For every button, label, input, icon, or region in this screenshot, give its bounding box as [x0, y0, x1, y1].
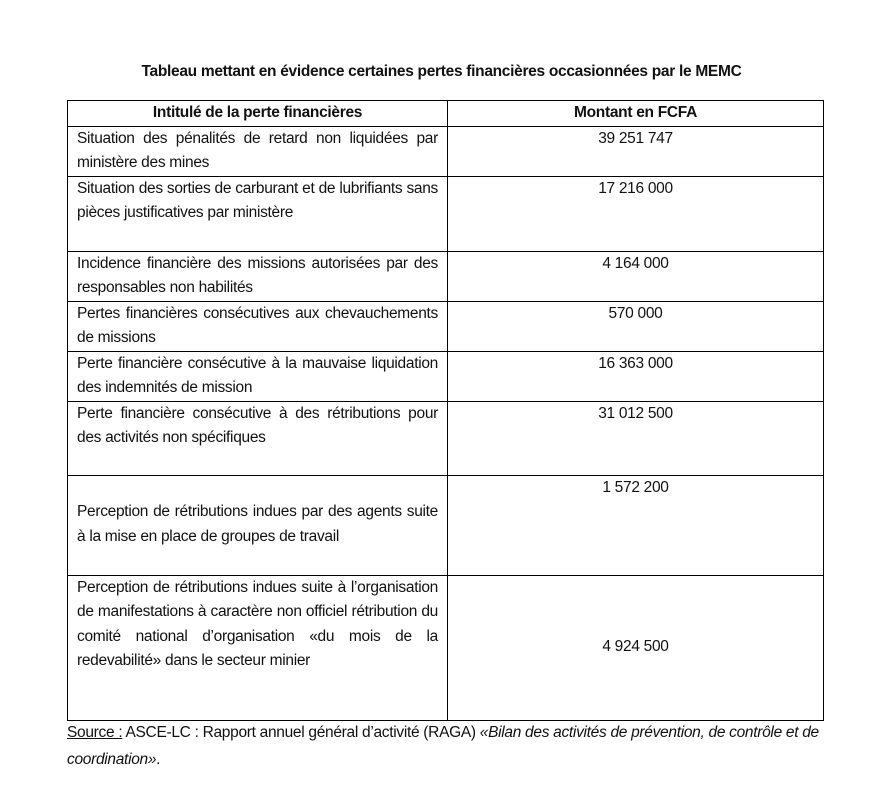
table-row: Perte financière consécutive à des rétri…	[67, 400, 824, 476]
source-note: Source : ASCE-LC : Rapport annuel généra…	[67, 719, 837, 773]
row-label: Situation des sorties de carburant et de…	[67, 175, 448, 252]
source-title: «Bilan des activités de prévention, de c…	[67, 724, 819, 768]
row-amount: 4 924 500	[447, 574, 824, 721]
row-label: Situation des pénalités de retard non li…	[67, 125, 448, 177]
source-label: Source :	[67, 724, 123, 741]
source-end: .	[156, 751, 161, 768]
header-amount: Montant en FCFA	[447, 100, 824, 127]
table-row: Perception de rétributions indues suite …	[67, 574, 824, 721]
table-header-row: Intitulé de la perte financières Montant…	[67, 100, 824, 127]
table-row: Perception de rétributions indues par de…	[67, 474, 824, 576]
source-text: ASCE-LC : Rapport annuel général d’activ…	[122, 724, 480, 741]
row-label: Perception de rétributions indues par de…	[67, 474, 448, 576]
row-amount: 16 363 000	[447, 350, 824, 402]
row-amount: 31 012 500	[447, 400, 824, 476]
row-amount: 570 000	[447, 300, 824, 352]
table-row: Pertes financières consécutives aux chev…	[67, 300, 824, 352]
table-title: Tableau mettant en évidence certaines pe…	[141, 63, 742, 80]
table-row: Situation des sorties de carburant et de…	[67, 175, 824, 252]
row-label: Pertes financières consécutives aux chev…	[67, 300, 448, 352]
losses-table: Intitulé de la perte financières Montant…	[67, 100, 824, 721]
row-label: Perception de rétributions indues suite …	[67, 574, 448, 721]
row-amount: 39 251 747	[447, 125, 824, 177]
row-label: Perte financière consécutive à des rétri…	[67, 400, 448, 476]
header-label: Intitulé de la perte financières	[67, 100, 448, 127]
table-row: Situation des pénalités de retard non li…	[67, 125, 824, 177]
row-amount: 4 164 000	[447, 250, 824, 302]
row-label: Perte financière consécutive à la mauvai…	[67, 350, 448, 402]
table-row: Incidence financière des missions autori…	[67, 250, 824, 302]
row-amount: 17 216 000	[447, 175, 824, 252]
row-amount: 1 572 200	[447, 474, 824, 576]
row-label: Incidence financière des missions autori…	[67, 250, 448, 302]
table-row: Perte financière consécutive à la mauvai…	[67, 350, 824, 402]
